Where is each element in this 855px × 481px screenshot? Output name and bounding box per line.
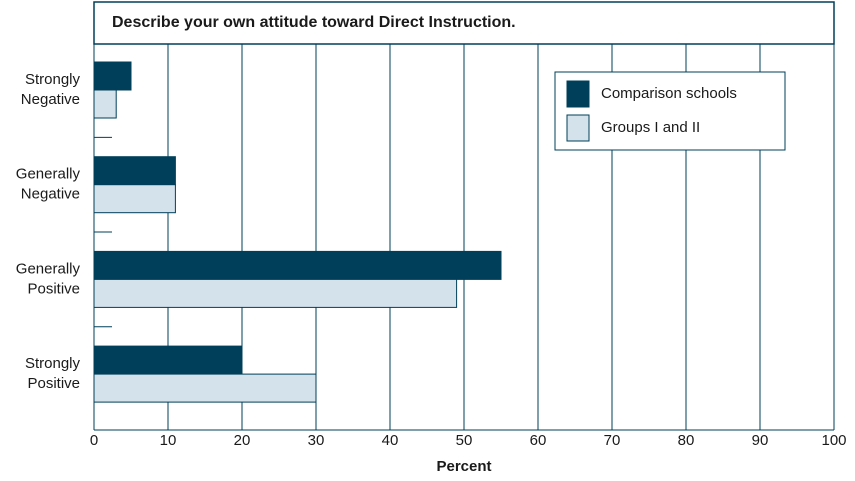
bar [93,61,132,91]
bar [93,278,458,308]
x-tick-label: 50 [456,432,473,449]
x-tick-label: 60 [530,432,547,449]
bar [93,373,317,403]
legend-box [554,71,786,151]
x-tick-label: 0 [90,432,98,449]
chart-title: Describe your own attitude toward Direct… [112,14,516,31]
title-box [93,1,835,45]
y-tick-label: Generally Positive [16,260,81,297]
x-tick-label: 70 [604,432,621,449]
x-axis-label: Percent [436,458,491,475]
x-tick-label: 20 [234,432,251,449]
x-tick-label: 90 [752,432,769,449]
bar [93,156,176,186]
x-tick-label: 30 [308,432,325,449]
x-tick-label: 40 [382,432,399,449]
legend-swatch [566,114,590,142]
x-tick-label: 10 [160,432,177,449]
bar [93,89,117,119]
y-tick-label: Strongly Positive [25,355,81,392]
x-tick-label: 80 [678,432,695,449]
bar [93,250,502,280]
bar [93,184,176,214]
bar [93,345,243,375]
legend-label: Comparison schools [601,85,737,102]
legend-label: Groups I and II [601,119,700,136]
y-tick-label: Generally Negative [16,166,81,203]
x-tick-label: 100 [821,432,846,449]
y-tick-label: Strongly Negative [21,71,81,108]
legend-swatch [566,80,590,108]
